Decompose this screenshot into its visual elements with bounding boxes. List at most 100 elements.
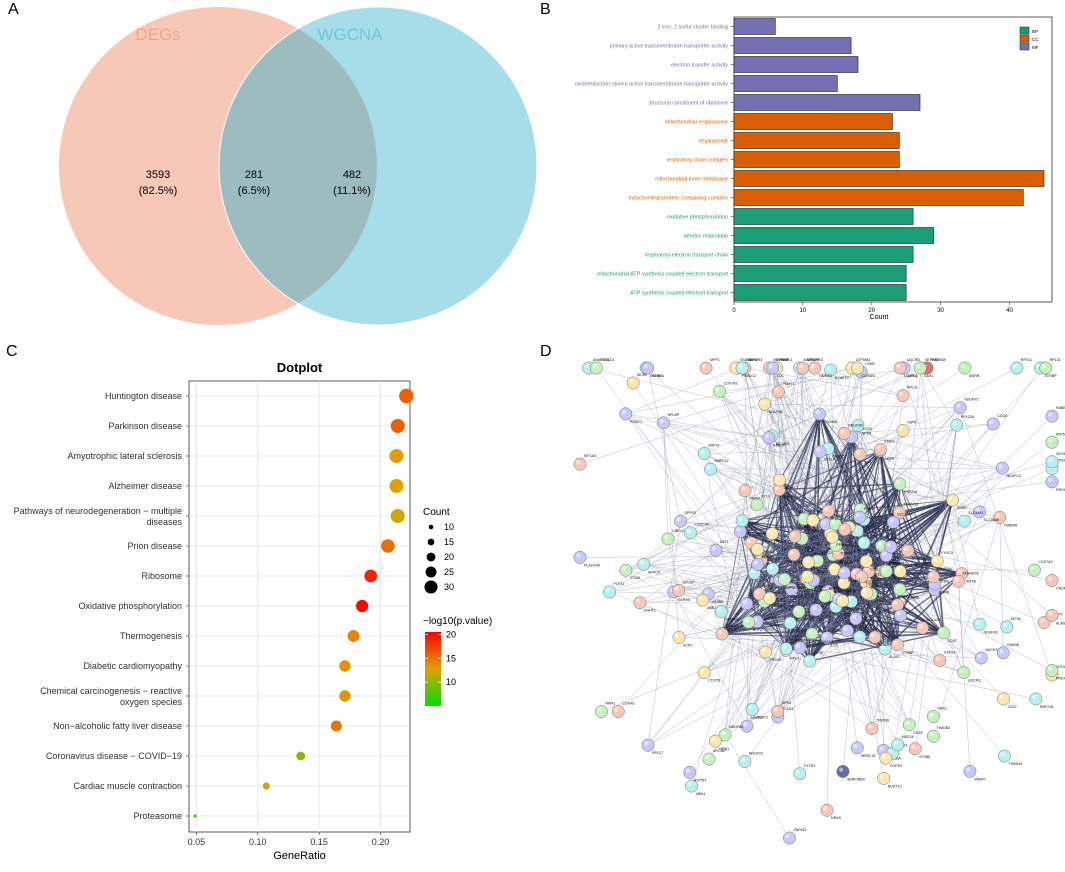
network-node: POMP <box>853 507 875 524</box>
network-edge <box>702 579 785 601</box>
network-node: ATP5PB <box>1045 432 1065 449</box>
network-node: NUCKS1 <box>974 648 1000 665</box>
network-node-label: NPM1 <box>719 747 729 751</box>
network-node-label: GUK1 <box>924 374 934 378</box>
network-node: SRP14 <box>697 444 720 461</box>
network-edge <box>744 571 887 762</box>
network-node: RPL27 <box>641 738 663 755</box>
network-node-label: RPL27 <box>652 751 663 755</box>
network-node: TXN <box>894 609 913 626</box>
network-edge <box>678 579 780 591</box>
network-edge <box>663 367 853 424</box>
network-node-label: NDUFS5 <box>800 525 814 529</box>
go-term-label: mitochondrial inner membrane <box>655 177 728 183</box>
network-node: TMEM14C <box>805 627 834 644</box>
dotplot-point <box>390 509 405 523</box>
go-x-tick-label: 40 <box>1006 308 1013 314</box>
network-node-label: INTS6 <box>966 580 976 584</box>
venn-overlap <box>219 7 377 325</box>
network-node-label: SPRY2 <box>685 511 697 515</box>
dotplot-point <box>389 479 404 493</box>
network-node-label: CNDP2 <box>873 577 885 581</box>
panel-label-c: C <box>6 343 18 360</box>
network-edge <box>643 564 940 661</box>
network-node-label: TOMM7 <box>840 551 853 555</box>
network-node-label: TSPAN3 <box>1008 762 1022 766</box>
network-node: RAB3B <box>715 624 738 641</box>
network-node: ATP5F1 <box>683 765 707 782</box>
network-node-label: CRELD1 <box>600 358 614 362</box>
network-node-label: RABEP3 <box>744 521 758 525</box>
network-node-label: WBP4 <box>774 604 784 608</box>
network-edge <box>721 413 821 635</box>
network-node-label: SLC39A6 <box>810 585 825 589</box>
network-node: NPM1 <box>851 419 872 436</box>
network-node-label: GLRX5 <box>678 598 690 602</box>
network-node: ALAS2 <box>878 642 900 659</box>
network-edge <box>645 367 900 590</box>
network-edge <box>625 569 873 729</box>
network-node: RPL9 <box>1045 475 1065 492</box>
network-node: EIF3K <box>1000 617 1021 634</box>
network-edge <box>609 591 709 595</box>
network-edge <box>842 600 982 659</box>
go-term-label: respiratory electron transport chain <box>645 253 728 259</box>
network-node-label: MRA1 <box>842 589 852 593</box>
go-term-label: aerobic respiration <box>684 234 728 240</box>
network-node-label: FXYD3 <box>941 551 953 555</box>
network-node: MRA1 <box>595 702 616 719</box>
go-legend-swatch <box>1019 26 1030 35</box>
network-node: COX7B <box>697 666 721 683</box>
network-node-label: TXN <box>905 622 913 626</box>
network-node-label: MTDC <box>939 580 950 584</box>
panel-label-a: A <box>8 1 19 18</box>
network-edge <box>647 367 681 522</box>
network-edge <box>721 633 1036 700</box>
network-node-label: MAPKAPK3 <box>804 358 823 362</box>
venn-pct-both: (6.5%) <box>238 185 270 197</box>
network-node: GUK1 <box>735 514 756 531</box>
network-node: MYCBP <box>702 749 726 766</box>
network-node: NUDT13 <box>877 771 902 788</box>
color-legend-label: 10 <box>446 677 456 687</box>
network-node-label: RPS11 <box>1021 358 1032 362</box>
network-node-label: COX4I1 <box>622 701 635 705</box>
go-term-label: respirasome <box>698 139 728 145</box>
network-edge <box>647 579 780 746</box>
dotplot-term-label-cont: oxygen species <box>120 697 183 707</box>
network-node-label: RAB7A <box>773 444 785 448</box>
network-edge <box>844 436 852 573</box>
network-edge <box>647 648 787 746</box>
venn-label-degs: DEGs <box>135 25 180 44</box>
dotplot-term-label: Alzheimer disease <box>108 481 182 491</box>
network-node-label: UQCRQ <box>968 679 982 683</box>
network-node-label: COX4I1 <box>818 570 831 574</box>
network-edge <box>764 403 900 590</box>
network-node: ZNF622 <box>783 828 806 845</box>
network-edge <box>647 521 681 746</box>
network-edge <box>588 367 1003 469</box>
network-node-label: NRAS <box>879 643 890 647</box>
network-node-label: COPS3 <box>861 580 873 584</box>
network-edge <box>690 532 787 649</box>
network-node-label: FXYD3 <box>804 764 816 768</box>
size-legend-dot <box>425 566 437 578</box>
network-node-label: TPI1 <box>864 460 872 464</box>
network-node: NUP43 <box>793 638 816 655</box>
go-bar <box>733 37 852 54</box>
network-node: SEC62 <box>788 526 810 543</box>
network-node: TIMM23 <box>808 361 832 378</box>
dotplot-point <box>389 449 404 463</box>
network-edge <box>886 554 938 562</box>
network-node-label: POLR3GL <box>904 595 921 599</box>
network-node-label: SLC39A6 <box>984 518 999 522</box>
network-node: FMC1 <box>821 504 842 521</box>
network-node-label: MCM7 <box>812 552 823 556</box>
network-node-label: AMFR <box>776 540 787 544</box>
network-node-label: SLC44A1 <box>968 511 983 515</box>
network-node-label: TMEM70 <box>790 639 805 643</box>
network-node-label: ARF4 <box>829 586 838 590</box>
network-node: AMFR <box>765 527 787 544</box>
network-node-label: COPS3 <box>890 764 902 768</box>
